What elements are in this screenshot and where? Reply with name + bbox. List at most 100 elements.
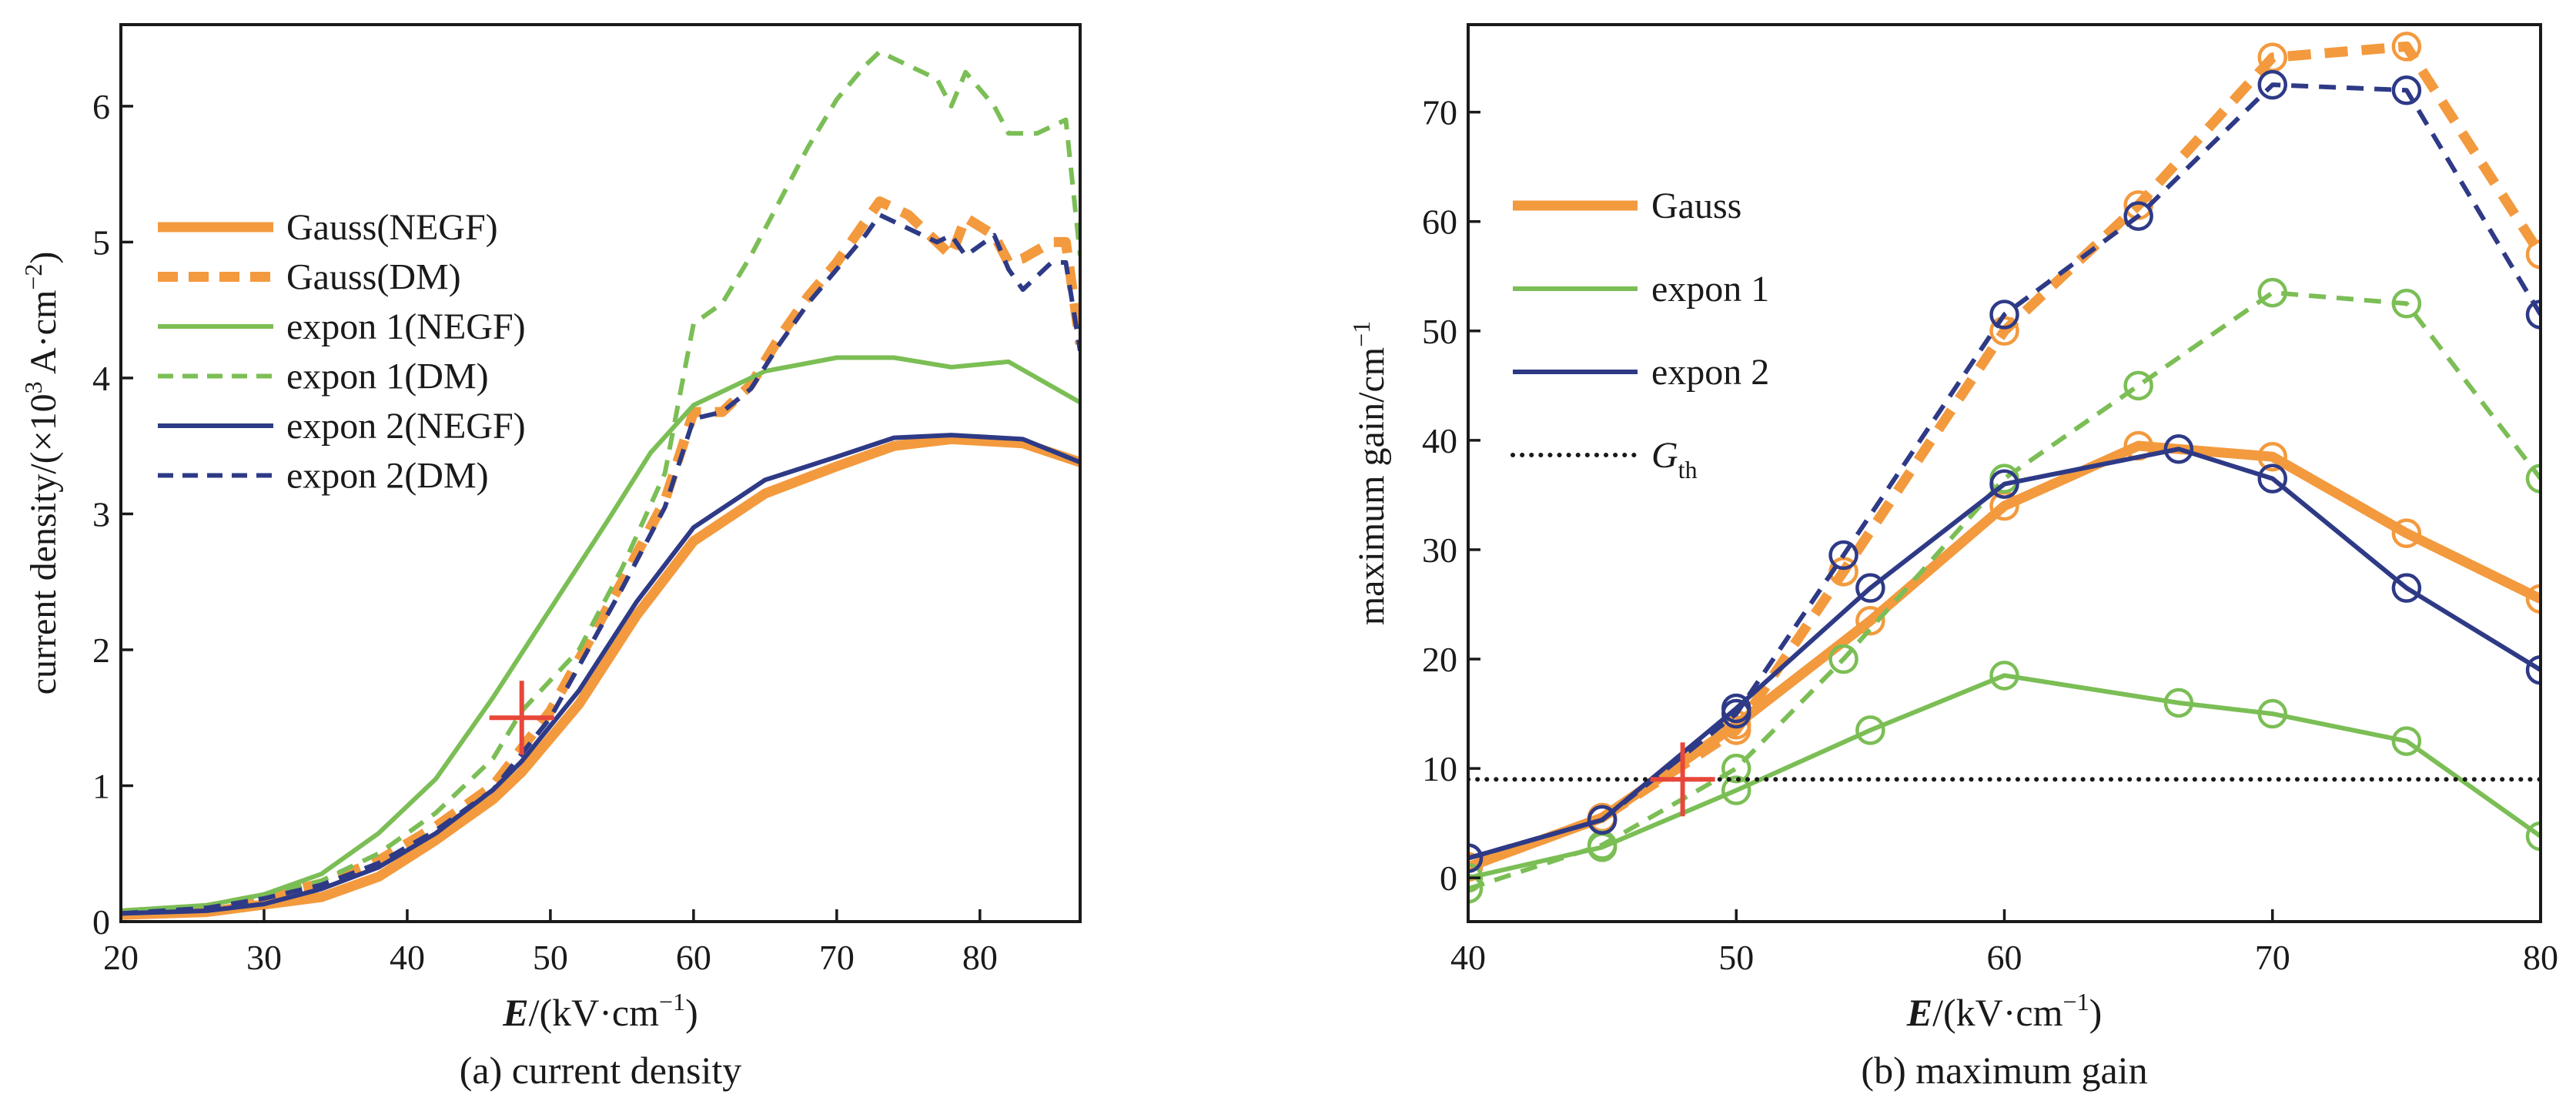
x-tick-label: 40 <box>390 938 425 977</box>
data-point-marker <box>1468 874 1484 904</box>
plot-area <box>1468 32 2541 904</box>
y-tick-label: 60 <box>1422 202 1457 242</box>
y-tick-label: 0 <box>92 902 110 942</box>
data-point-marker <box>1468 852 1484 882</box>
panel-caption: (b) maximum gain <box>1861 1049 2147 1092</box>
legend-label: Gauss <box>1651 186 1741 226</box>
data-point-marker <box>2391 518 2422 548</box>
data-point-marker <box>1828 644 1858 674</box>
x-axis-unit-sup: −1 <box>659 988 685 1016</box>
data-point-marker <box>2391 573 2422 603</box>
data-point-marker <box>2257 441 2287 472</box>
series-line-expon-2-negf- <box>121 433 1080 916</box>
chart-panel-b: 40 50 60 70 80010203040506070E/(kV·cm−1)(b) … <box>1347 23 2558 1092</box>
data-point-marker <box>1721 775 1751 805</box>
data-point-marker <box>2391 289 2422 319</box>
data-point-marker <box>2525 654 2541 685</box>
y-tick-label: 10 <box>1422 749 1457 788</box>
legend-label-main: G <box>1651 435 1678 476</box>
data-point-marker <box>1989 661 2019 691</box>
series-line-gauss-negf- <box>121 433 1080 920</box>
y-tick-label: 70 <box>1422 93 1457 132</box>
legend-label: Gauss(DM) <box>286 257 461 298</box>
legend-label: expon 1(NEGF) <box>286 306 526 347</box>
legend: Gauss expon 1 expon 2 Gth <box>1510 186 1769 484</box>
y-axis-close: ) <box>23 252 64 264</box>
legend-label: expon 1 <box>1651 269 1769 310</box>
x-tick-label: 50 <box>1718 938 1754 977</box>
data-point-marker <box>2525 821 2541 852</box>
series-line-expon-1 <box>1468 673 2541 881</box>
y-tick-label: 20 <box>1422 640 1457 679</box>
y-axis-sup: 3 <box>19 381 47 393</box>
data-point-marker <box>1989 469 2019 499</box>
data-point-marker <box>2525 584 2541 614</box>
x-axis-close: ) <box>2089 991 2103 1034</box>
plot-area <box>121 49 1080 920</box>
x-tick-label: 30 <box>246 938 282 977</box>
chart-panel-a: 20 30 40 50 60 70 80 0 1 2 3 4 5 6 E/(kV·cm−1) (a) curr… <box>19 23 1082 1092</box>
series-line-expon-2-dm- <box>121 212 1080 916</box>
y-axis-sup2: −2 <box>19 264 47 290</box>
data-point-marker <box>1855 573 1885 603</box>
data-point-marker <box>1855 606 1885 636</box>
legend-label-main: expon 2 <box>1651 352 1769 393</box>
legend-label: expon 2 <box>1651 352 1769 393</box>
y-tick-label: 4 <box>92 359 110 398</box>
legend-label: expon 2(DM) <box>286 456 489 497</box>
data-point-marker <box>2525 463 2541 494</box>
data-point-marker <box>1468 843 1484 873</box>
x-axis-label: E/(kV·cm−1) <box>1906 988 2102 1034</box>
x-tick-label: 70 <box>2255 938 2290 977</box>
x-tick-label: 70 <box>819 938 855 977</box>
series-line-unnamed-5 <box>1468 82 2541 861</box>
data-point-marker <box>2163 433 2194 464</box>
legend-label-main: Gauss <box>1651 186 1741 226</box>
x-tick-label: 20 <box>103 938 139 977</box>
data-point-marker <box>2257 277 2287 308</box>
x-tick-label: 60 <box>676 938 711 977</box>
y-axis-label: current density/(×103 A·cm−2) <box>19 252 64 695</box>
y-tick-label: 6 <box>92 87 110 126</box>
legend-label: expon 1(DM) <box>286 356 489 397</box>
series-line-expon-1-negf- <box>121 355 1080 913</box>
y-axis-text: current density/(×10 <box>23 393 64 694</box>
legend-label-sub: th <box>1678 456 1698 484</box>
data-point-marker <box>1721 715 1751 745</box>
data-point-marker <box>2123 370 2153 401</box>
data-point-marker <box>1828 540 1858 571</box>
data-point-marker <box>2391 75 2422 105</box>
legend-label: Gauss(NEGF) <box>286 207 498 248</box>
data-point-marker <box>2391 726 2422 756</box>
data-point-marker <box>1989 300 2019 330</box>
x-tick-label: 40 <box>1450 938 1486 977</box>
data-point-marker <box>1587 805 1618 835</box>
y-axis-unit: A·cm <box>23 290 64 382</box>
axes-frame <box>1467 23 2542 923</box>
y-axis-label: maximum gain/cm−1 <box>1347 321 1392 625</box>
y-tick-label: 3 <box>92 494 110 534</box>
data-point-marker <box>2257 69 2287 100</box>
x-tick-label: 60 <box>1987 938 2022 977</box>
x-axis-close: ) <box>685 991 698 1034</box>
x-tick-label: 80 <box>962 938 998 977</box>
series-line-unnamed-1 <box>1468 41 2541 872</box>
y-tick-label: 40 <box>1422 421 1457 460</box>
data-point-marker <box>2257 698 2287 729</box>
x-axis-var: E <box>502 991 528 1034</box>
x-axis-var: E <box>1906 991 1932 1034</box>
x-axis-unit-sup: −1 <box>2063 988 2089 1016</box>
axes-frame <box>119 23 1082 923</box>
series-line-gauss <box>1468 440 2541 872</box>
y-tick-label: 50 <box>1422 312 1457 351</box>
y-tick-label: 1 <box>92 766 110 805</box>
y-tick-label: 5 <box>92 223 110 262</box>
data-point-marker <box>1468 862 1484 893</box>
series-line-gauss-dm- <box>121 196 1080 919</box>
x-axis-unit: /(kV·cm <box>529 991 659 1034</box>
data-point-marker <box>2257 463 2287 494</box>
legend: Gauss(NEGF) Gauss(DM) expon 1(NEGF) expon 1… <box>158 207 526 497</box>
panel-caption: (a) current density <box>460 1049 742 1092</box>
data-point-marker <box>1721 753 1751 784</box>
